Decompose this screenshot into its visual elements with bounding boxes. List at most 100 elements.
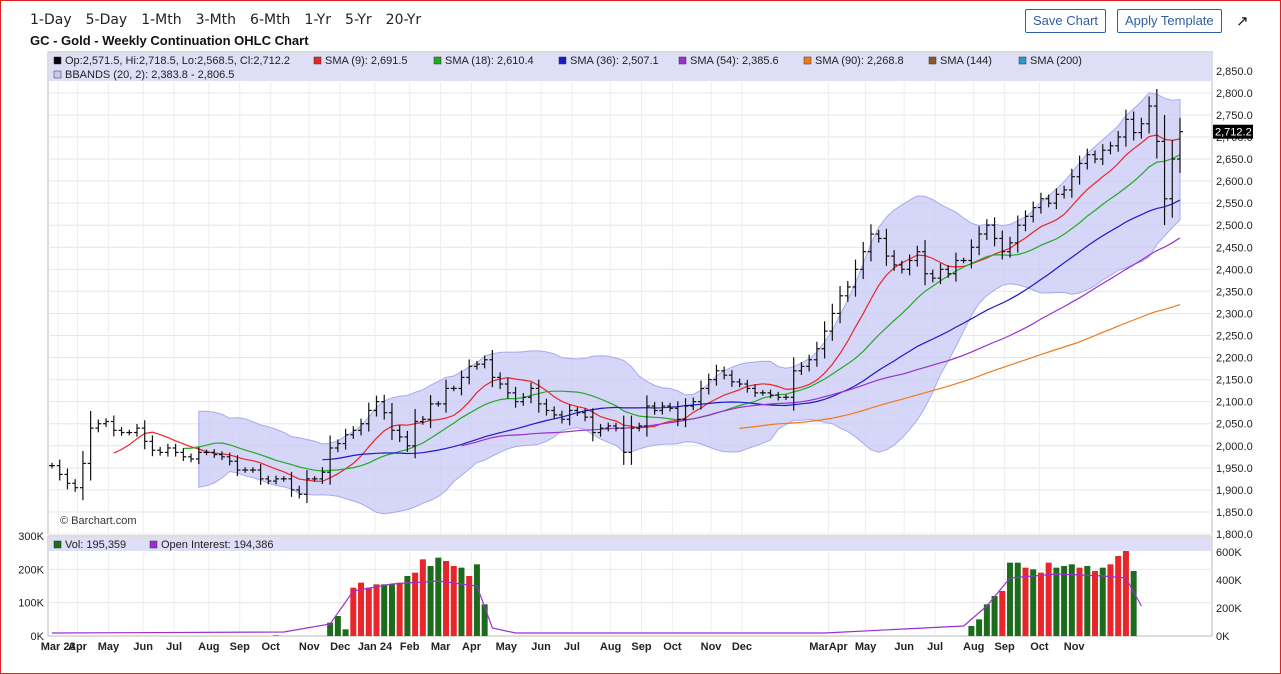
timeframe-1-yr[interactable]: 1-Yr — [304, 12, 332, 28]
y-tick-label: 2,250.0 — [1216, 330, 1253, 342]
ohlc-bar — [419, 416, 426, 425]
ohlc-bar — [736, 378, 743, 388]
volume-bar — [1130, 571, 1137, 636]
volume-y-tick-left: 100K — [18, 598, 44, 610]
ohlc-bar — [636, 422, 643, 432]
ohlc-bar — [126, 429, 133, 436]
timeframe-5-yr[interactable]: 5-Yr — [345, 12, 372, 28]
ohlc-bar — [404, 430, 411, 452]
timeframe-20-yr[interactable]: 20-Yr — [385, 12, 422, 28]
timeframe-1-day[interactable]: 1-Day — [30, 12, 72, 28]
ohlc-bar — [79, 450, 86, 501]
volume-bar — [427, 566, 434, 636]
volume-bar — [1007, 562, 1014, 636]
ohlc-bar — [303, 470, 310, 504]
ohlc-bar — [450, 385, 457, 392]
y-tick-label: 2,000.0 — [1216, 441, 1253, 453]
open-interest-line — [51, 573, 1142, 634]
volume-bar — [1030, 569, 1037, 636]
ohlc-bar — [744, 379, 751, 393]
ohlc-bar — [72, 479, 79, 492]
ohlc-bar — [257, 464, 264, 485]
x-tick-label: Dec — [330, 641, 350, 653]
x-tick-label: Feb — [400, 641, 420, 653]
ohlc-bar — [551, 406, 558, 420]
ohlc-bar — [929, 269, 936, 283]
x-tick-label: May — [98, 641, 120, 653]
ohlc-bar — [697, 380, 704, 410]
ohlc-bar — [280, 476, 287, 482]
ohlc-bar — [767, 389, 774, 399]
volume-bar — [342, 629, 349, 636]
legend-swatch — [53, 70, 62, 79]
ohlc-bar — [319, 467, 326, 484]
sma-36-line — [322, 199, 1181, 461]
ohlc-bar — [396, 425, 403, 443]
sma-54-line — [461, 237, 1181, 447]
x-tick-label: Nov — [299, 641, 321, 653]
ohlc-bar — [1169, 140, 1176, 218]
volume-bar — [1053, 567, 1060, 636]
ohlc-bar — [837, 286, 844, 324]
ohlc-bar — [211, 449, 218, 458]
ohlc-bar — [1161, 115, 1168, 226]
timeframe-5-day[interactable]: 5-Day — [85, 12, 128, 28]
ohlc-bar — [110, 415, 117, 437]
save-chart-button[interactable]: Save Chart — [1025, 9, 1107, 33]
volume-bar — [1061, 566, 1068, 636]
volume-bar — [350, 587, 357, 636]
volume-bar — [473, 564, 480, 636]
ohlc-bar — [195, 447, 202, 465]
ohlc-bar — [1177, 117, 1183, 173]
ohlc-bar — [643, 395, 650, 437]
watermark: © Barchart.com — [60, 515, 137, 527]
ohlc-bar — [651, 401, 658, 415]
ohlc-bar — [458, 370, 465, 396]
ohlc-bar — [999, 230, 1006, 260]
volume-bar — [1076, 567, 1083, 636]
ohlc-bar — [937, 263, 944, 285]
volume-bar — [481, 604, 488, 636]
ohlc-bar — [1076, 155, 1083, 185]
ohlc-bar — [188, 453, 195, 463]
y-tick-label: 2,350.0 — [1216, 286, 1253, 298]
timeframe-1-mth[interactable]: 1-Mth — [141, 12, 182, 28]
timeframe-3-mth[interactable]: 3-Mth — [195, 12, 237, 28]
legend-swatch — [803, 56, 812, 65]
ohlc-bar — [273, 475, 280, 485]
ohlc-bar — [265, 475, 272, 485]
volume-bar — [365, 587, 372, 636]
y-tick-label: 2,400.0 — [1216, 264, 1253, 276]
expand-icon[interactable]: ↗ — [1236, 13, 1249, 30]
x-tick-label: Oct — [1030, 641, 1049, 653]
ohlc-bar — [1053, 188, 1060, 210]
ohlc-bar — [891, 250, 898, 271]
volume-bar — [388, 584, 395, 636]
ohlc-bar — [844, 280, 851, 302]
x-tick-label: Mar 23 — [41, 641, 76, 653]
ohlc-bar — [342, 428, 349, 450]
x-tick-label: Jan 24 — [358, 641, 393, 653]
timeframe-6-mth[interactable]: 6-Mth — [250, 12, 291, 28]
apply-template-button[interactable]: Apply Template — [1117, 9, 1222, 33]
volume-bar — [983, 604, 990, 636]
ohlc-bar — [311, 476, 318, 482]
ohlc-bar — [620, 415, 627, 465]
ohlc-bar — [813, 341, 820, 367]
ohlc-bar — [164, 443, 171, 457]
ohlc-bar — [906, 254, 913, 276]
y-tick-label: 2,450.0 — [1216, 242, 1253, 254]
ohlc-bar — [242, 467, 249, 473]
ohlc-bar — [976, 226, 983, 256]
volume-bar — [991, 596, 998, 636]
volume-bar — [381, 584, 388, 636]
x-tick-label: Oct — [663, 641, 682, 653]
volume-bar — [1022, 567, 1029, 636]
volume-y-tick-right: 600K — [1216, 547, 1242, 559]
chart-title: GC - Gold - Weekly Continuation OHLC Cha… — [30, 33, 309, 48]
y-tick-label: 2,150.0 — [1216, 375, 1253, 387]
ohlc-bar — [118, 427, 125, 436]
ohlc-bar — [775, 391, 782, 401]
ohlc-bar — [1153, 88, 1160, 159]
volume-bar — [1099, 567, 1106, 636]
